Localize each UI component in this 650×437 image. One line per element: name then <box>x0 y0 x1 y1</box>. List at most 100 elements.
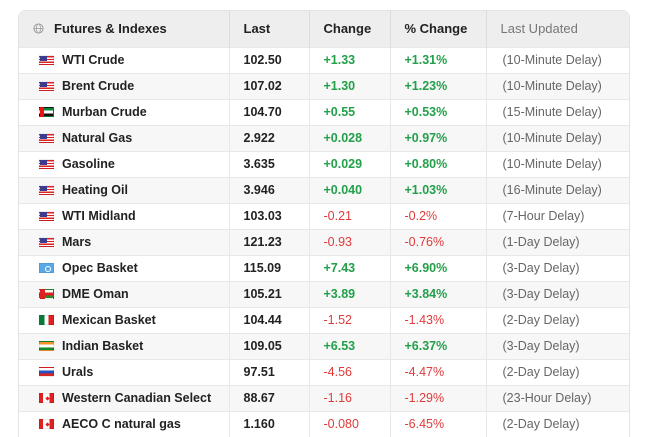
instrument-name[interactable]: Indian Basket <box>62 339 144 353</box>
last-price: 3.946 <box>229 176 310 203</box>
last-updated-value: (10-Minute Delay) <box>486 72 629 99</box>
table-row[interactable]: Mars 121.23 -0.93 -0.76% (1-Day Delay) <box>19 228 629 255</box>
instrument-name[interactable]: AECO C natural gas <box>62 417 181 432</box>
us-flag-icon <box>39 133 54 143</box>
change-value: -1.16 <box>309 384 391 411</box>
instrument-name[interactable]: Opec Basket <box>62 261 138 275</box>
change-value: +6.53 <box>309 332 391 359</box>
last-updated-value: (2-Day Delay) <box>486 306 629 333</box>
instrument-cell[interactable]: Gasoline <box>19 150 230 177</box>
instrument-name[interactable]: Western Canadian Select <box>62 391 212 405</box>
last-updated-value: (2-Day Delay) <box>486 410 629 437</box>
table-row[interactable]: Urals 97.51 -4.56 -4.47% (2-Day Delay) <box>19 358 629 385</box>
instrument-name[interactable]: Murban Crude <box>62 105 147 119</box>
futures-table: Futures & Indexes Last Change % Change L… <box>19 11 629 437</box>
instrument-name[interactable]: Natural Gas <box>62 131 133 145</box>
us-flag-icon <box>39 81 54 91</box>
instrument-name[interactable]: WTI Crude <box>62 53 125 67</box>
oman-flag-icon <box>39 289 54 299</box>
last-price: 88.67 <box>229 384 310 411</box>
pct-change-value: +3.84% <box>390 280 487 307</box>
instrument-name[interactable]: Mars <box>62 235 92 249</box>
change-value: -0.21 <box>309 202 391 229</box>
table-row[interactable]: Heating Oil 3.946 +0.040 +1.03% (16-Minute D… <box>19 176 629 203</box>
opec-flag-icon <box>39 263 54 273</box>
table-row[interactable]: Indian Basket 109.05 +6.53 +6.37% (3-Day Del… <box>19 332 629 359</box>
instrument-cell[interactable]: Heating Oil <box>19 176 230 203</box>
column-header-name[interactable]: Futures & Indexes <box>19 11 230 47</box>
table-row[interactable]: Murban Crude 104.70 +0.55 +0.53% (15-Minute … <box>19 98 629 125</box>
instrument-name[interactable]: Heating Oil <box>62 183 128 197</box>
last-updated-value: (10-Minute Delay) <box>486 46 629 73</box>
table-row[interactable]: Gasoline 3.635 +0.029 +0.80% (10-Minute Dela… <box>19 150 629 177</box>
pct-change-value: -1.29% <box>390 384 487 411</box>
instrument-cell[interactable]: Natural Gas <box>19 124 230 151</box>
last-price: 1.160 <box>229 410 310 437</box>
table-row[interactable]: Western Canadian Select 88.67 -1.16 -1.29%(… <box>19 384 629 411</box>
last-updated-value: (10-Minute Delay) <box>486 150 629 177</box>
pct-change-value: +6.37% <box>390 332 487 359</box>
column-header-pct-change[interactable]: % Change <box>390 11 487 47</box>
table-header-row: Futures & Indexes Last Change % Change L… <box>19 11 629 47</box>
instrument-cell[interactable]: WTI Crude <box>19 46 230 73</box>
us-flag-icon <box>39 185 54 195</box>
table-row[interactable]: Brent Crude 107.02 +1.30 +1.23% (10-Minute D… <box>19 72 629 99</box>
change-value: +0.040 <box>309 176 391 203</box>
pct-change-value: -1.43% <box>390 306 487 333</box>
last-price: 102.50 <box>229 46 310 73</box>
instrument-cell[interactable]: DME Oman <box>19 280 230 307</box>
futures-table-panel: Futures & Indexes Last Change % Change L… <box>18 10 630 437</box>
instrument-name[interactable]: Urals <box>62 365 94 379</box>
table-row[interactable]: DME Oman 105.21 +3.89 +3.84% (3-Day Delay) <box>19 280 629 307</box>
column-header-change[interactable]: Change <box>309 11 391 47</box>
column-header-last-updated[interactable]: Last Updated <box>486 11 629 47</box>
last-updated-value: (16-Minute Delay) <box>486 176 629 203</box>
instrument-cell[interactable]: Indian Basket <box>19 332 230 359</box>
instrument-cell[interactable]: Western Canadian Select <box>19 384 230 411</box>
instrument-name[interactable]: Brent Crude <box>62 79 135 93</box>
change-value: +0.029 <box>309 150 391 177</box>
instrument-cell[interactable]: Brent Crude <box>19 72 230 99</box>
table-row[interactable]: WTI Crude 102.50 +1.33 +1.31% (10-Minute Del… <box>19 46 629 73</box>
column-header-name-label: Futures & Indexes <box>54 21 167 37</box>
last-updated-value: (2-Day Delay) <box>486 358 629 385</box>
last-updated-value: (23-Hour Delay) <box>486 384 629 411</box>
instrument-cell[interactable]: AECO C natural gas <box>19 410 230 437</box>
change-value: -4.56 <box>309 358 391 385</box>
instrument-cell[interactable]: Mexican Basket <box>19 306 230 333</box>
instrument-name[interactable]: DME Oman <box>62 287 129 301</box>
pct-change-value: +0.53% <box>390 98 487 125</box>
canada-flag-icon <box>39 419 54 430</box>
us-flag-icon <box>39 159 54 169</box>
instrument-cell[interactable]: Urals <box>19 358 230 385</box>
change-value: +1.33 <box>309 46 391 73</box>
pct-change-value: -0.76% <box>390 228 487 255</box>
last-price: 121.23 <box>229 228 310 255</box>
table-row[interactable]: Mexican Basket 104.44 -1.52 -1.43% (2-Day De… <box>19 306 629 333</box>
last-updated-value: (3-Day Delay) <box>486 332 629 359</box>
change-value: +0.55 <box>309 98 391 125</box>
pct-change-value: +0.80% <box>390 150 487 177</box>
instrument-name[interactable]: Mexican Basket <box>62 313 156 327</box>
table-row[interactable]: Opec Basket 115.09 +7.43 +6.90% (3-Day Delay… <box>19 254 629 281</box>
us-flag-icon <box>39 55 54 65</box>
instrument-cell[interactable]: WTI Midland <box>19 202 230 229</box>
instrument-cell[interactable]: Murban Crude <box>19 98 230 125</box>
table-row[interactable]: WTI Midland 103.03 -0.21 -0.2% (7-Hour Delay… <box>19 202 629 229</box>
last-updated-value: (1-Day Delay) <box>486 228 629 255</box>
table-row[interactable]: Natural Gas 2.922 +0.028 +0.97% (10-Minute D… <box>19 124 629 151</box>
pct-change-value: +0.97% <box>390 124 487 151</box>
change-value: -1.52 <box>309 306 391 333</box>
last-price: 105.21 <box>229 280 310 307</box>
table-row[interactable]: AECO C natural gas 1.160 -0.080 -6.45% (2-Da… <box>19 410 629 437</box>
us-flag-icon <box>39 211 54 221</box>
instrument-cell[interactable]: Opec Basket <box>19 254 230 281</box>
instrument-cell[interactable]: Mars <box>19 228 230 255</box>
instrument-name[interactable]: Gasoline <box>62 157 115 171</box>
instrument-name[interactable]: WTI Midland <box>62 209 136 223</box>
change-value: +7.43 <box>309 254 391 281</box>
india-flag-icon <box>39 341 54 351</box>
russia-flag-icon <box>39 367 54 377</box>
column-header-last[interactable]: Last <box>229 11 310 47</box>
pct-change-value: -4.47% <box>390 358 487 385</box>
